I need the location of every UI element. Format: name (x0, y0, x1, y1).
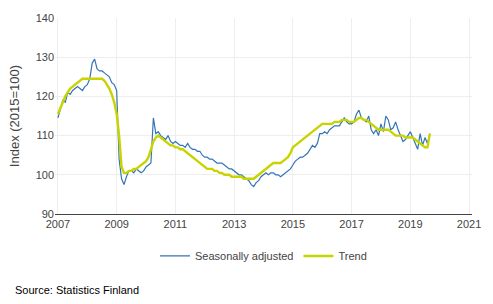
svg-text:2019: 2019 (398, 218, 422, 230)
svg-text:2009: 2009 (104, 218, 128, 230)
svg-text:100: 100 (36, 169, 54, 181)
svg-text:2007: 2007 (46, 218, 70, 230)
svg-text:110: 110 (36, 129, 54, 141)
svg-text:2011: 2011 (164, 218, 188, 230)
svg-text:Index (2015=100): Index (2015=100) (7, 65, 22, 167)
svg-text:2017: 2017 (339, 218, 363, 230)
svg-text:130: 130 (36, 51, 54, 63)
svg-text:90: 90 (42, 208, 54, 220)
svg-text:2015: 2015 (281, 218, 305, 230)
svg-text:120: 120 (36, 90, 54, 102)
svg-text:2021: 2021 (457, 218, 481, 230)
svg-text:140: 140 (36, 12, 54, 24)
svg-text:Seasonally adjusted: Seasonally adjusted (195, 250, 293, 262)
svg-text:Trend: Trend (338, 250, 366, 262)
svg-text:Source: Statistics Finland: Source: Statistics Finland (15, 284, 139, 296)
svg-text:2013: 2013 (222, 218, 246, 230)
